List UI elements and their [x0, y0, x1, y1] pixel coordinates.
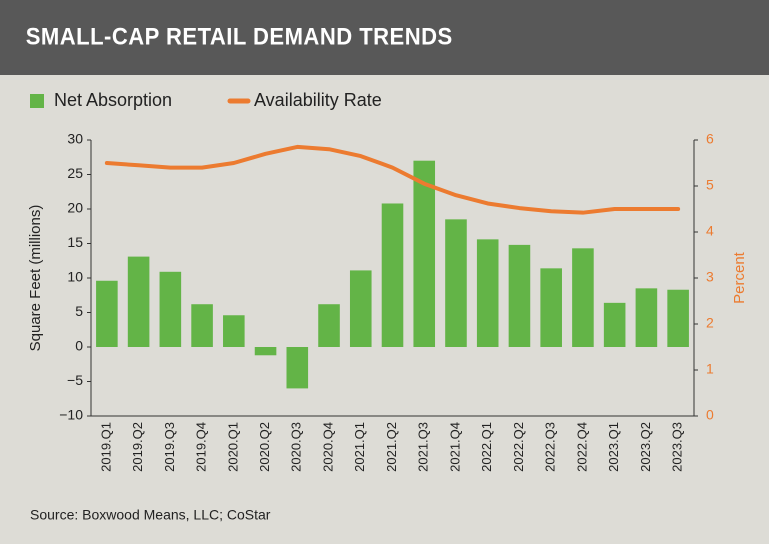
chart-title: SMALL-CAP RETAIL DEMAND TRENDS: [26, 22, 453, 49]
bar: [286, 347, 309, 389]
bar: [603, 302, 626, 347]
bar: [635, 288, 658, 347]
y2-tick-label: 0: [706, 407, 714, 423]
y2-tick-label: 1: [706, 361, 714, 377]
legend-label: Availability Rate: [254, 90, 382, 110]
bar: [349, 270, 372, 347]
bar: [159, 271, 182, 347]
y-tick-label: 15: [67, 234, 83, 250]
x-tick-label: 2020.Q3: [289, 422, 304, 472]
y-tick-label: 25: [67, 165, 83, 181]
x-tick-label: 2022.Q3: [543, 422, 558, 472]
bar: [667, 289, 689, 347]
legend-label: Net Absorption: [54, 90, 172, 110]
source: Source: Boxwood Means, LLC; CoStar: [30, 507, 271, 523]
y-tick-label: 10: [67, 269, 83, 285]
x-tick-label: 2021.Q1: [352, 422, 367, 472]
bar: [476, 239, 499, 347]
x-tick-label: 2022.Q1: [479, 422, 494, 472]
bar: [445, 219, 467, 347]
y-tick-label: 5: [75, 303, 83, 319]
x-tick-label: 2019.Q3: [162, 422, 177, 472]
bar: [191, 304, 213, 347]
bar: [127, 256, 150, 347]
y-tick-label: 20: [67, 200, 83, 216]
y2-axis-label: Percent: [731, 251, 748, 304]
y2-tick-label: 2: [706, 315, 714, 331]
x-tick-label: 2021.Q2: [384, 422, 399, 472]
bar: [508, 244, 531, 347]
x-tick-label: 2023.Q2: [638, 422, 653, 472]
legend-swatch: [30, 94, 44, 108]
y-tick-label: −5: [67, 372, 83, 388]
x-tick-label: 2020.Q2: [257, 422, 272, 472]
y-tick-label: 0: [75, 338, 83, 354]
x-tick-label: 2019.Q2: [130, 422, 145, 472]
y2-tick-label: 3: [706, 269, 714, 285]
x-tick-label: 2023.Q3: [670, 422, 685, 472]
header: [0, 0, 769, 75]
y2-tick-label: 6: [706, 131, 714, 147]
bar: [413, 160, 436, 347]
bar: [318, 304, 340, 347]
x-tick-label: 2021.Q3: [416, 422, 431, 472]
bar: [572, 248, 594, 347]
bar: [381, 203, 404, 347]
y2-tick-label: 4: [706, 223, 714, 239]
y-tick-label: 30: [67, 131, 83, 147]
bar: [223, 315, 245, 347]
line: [104, 144, 681, 215]
x-tick-label: 2023.Q1: [606, 422, 621, 472]
bar: [540, 268, 562, 347]
bar: [96, 280, 118, 347]
bar: [254, 347, 277, 356]
x-tick-label: 2022.Q4: [574, 422, 589, 472]
y2-tick-label: 5: [706, 177, 714, 193]
x-tick-label: 2020.Q1: [225, 422, 240, 472]
x-tick-label: 2022.Q2: [511, 422, 526, 472]
x-tick-label: 2019.Q1: [98, 422, 113, 472]
y-tick-label: −10: [59, 407, 83, 423]
y-axis-label: Square Feet (millions): [27, 205, 44, 352]
x-tick-label: 2019.Q4: [194, 422, 209, 472]
x-tick-label: 2021.Q4: [447, 422, 462, 472]
x-tick-label: 2020.Q4: [320, 422, 335, 472]
